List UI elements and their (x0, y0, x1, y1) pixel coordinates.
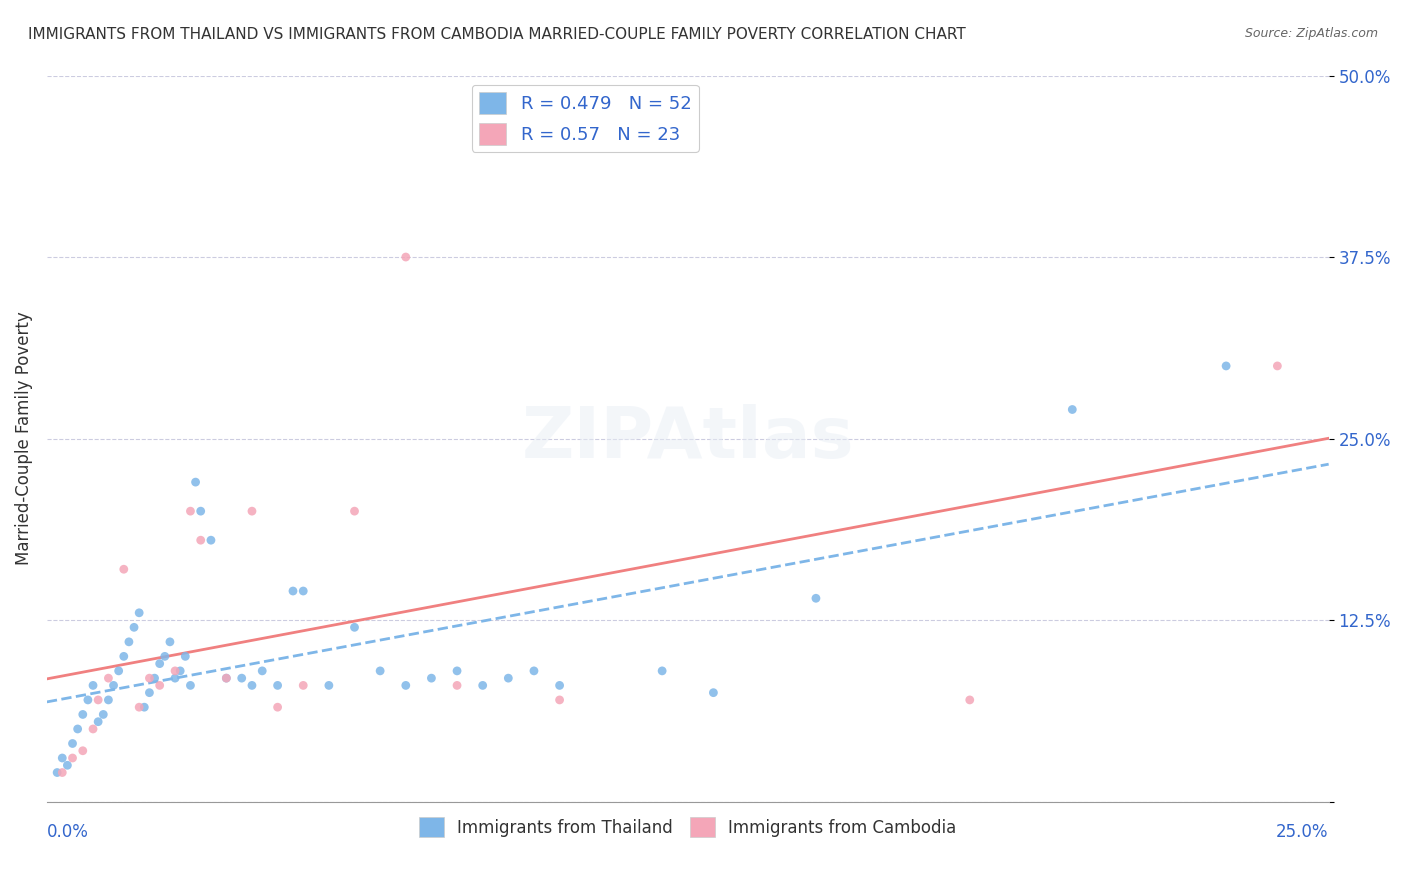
Point (179, 678, 201, 692)
Text: Source: ZipAtlas.com: Source: ZipAtlas.com (1244, 27, 1378, 40)
Point (471, 678, 494, 692)
Point (1215, 359, 1237, 373)
Point (651, 664, 673, 678)
Point (159, 635, 181, 649)
Point (118, 635, 141, 649)
Point (523, 664, 546, 678)
Point (112, 562, 135, 576)
Point (138, 686, 160, 700)
Point (395, 678, 418, 692)
Point (702, 686, 724, 700)
Point (446, 678, 468, 692)
Point (804, 591, 827, 606)
Point (368, 664, 391, 678)
Point (548, 693, 571, 707)
Point (190, 533, 212, 548)
Point (169, 664, 191, 678)
Point (122, 620, 145, 634)
Point (87, 714, 110, 729)
Point (66, 722, 89, 736)
Point (266, 678, 288, 692)
Point (200, 533, 222, 548)
Point (215, 671, 238, 685)
Point (138, 671, 160, 685)
Point (292, 584, 315, 599)
Point (1062, 402, 1084, 417)
Point (82, 722, 104, 736)
Point (143, 671, 166, 685)
Point (107, 664, 129, 678)
Point (190, 504, 212, 518)
Point (153, 649, 176, 664)
Point (134, 700, 156, 714)
Point (87, 693, 110, 707)
Text: 25.0%: 25.0% (1277, 823, 1329, 841)
Point (91, 707, 114, 722)
Point (62, 737, 84, 751)
Point (446, 664, 468, 678)
Point (548, 678, 571, 692)
Point (266, 700, 288, 714)
Point (498, 671, 520, 685)
Point (240, 504, 263, 518)
Point (72, 707, 94, 722)
Point (240, 678, 263, 692)
Point (62, 751, 84, 765)
Point (343, 504, 366, 518)
Point (174, 649, 197, 664)
Point (128, 606, 150, 620)
Point (959, 693, 981, 707)
Point (46, 765, 69, 780)
Point (395, 250, 418, 264)
Point (292, 678, 315, 692)
Point (252, 664, 274, 678)
Point (51, 751, 73, 765)
Point (1267, 359, 1289, 373)
Point (165, 671, 187, 685)
Legend: Immigrants from Thailand, Immigrants from Cambodia: Immigrants from Thailand, Immigrants fro… (412, 811, 963, 844)
Point (97, 693, 120, 707)
Point (149, 657, 172, 671)
Text: ZIPAtlas: ZIPAtlas (522, 404, 853, 473)
Text: 0.0%: 0.0% (46, 823, 89, 841)
Point (56, 758, 79, 772)
Point (215, 671, 238, 685)
Point (231, 671, 253, 685)
Point (184, 475, 207, 489)
Point (420, 671, 443, 685)
Point (165, 664, 187, 678)
Y-axis label: Married-Couple Family Poverty: Married-Couple Family Poverty (15, 311, 32, 566)
Point (97, 671, 120, 685)
Point (72, 744, 94, 758)
Point (318, 678, 340, 692)
Point (281, 584, 304, 599)
Point (51, 765, 73, 780)
Point (112, 649, 135, 664)
Point (128, 700, 150, 714)
Point (82, 678, 104, 692)
Point (77, 693, 100, 707)
Point (343, 620, 366, 634)
Text: IMMIGRANTS FROM THAILAND VS IMMIGRANTS FROM CAMBODIA MARRIED-COUPLE FAMILY POVER: IMMIGRANTS FROM THAILAND VS IMMIGRANTS F… (28, 27, 966, 42)
Point (103, 678, 125, 692)
Point (179, 504, 201, 518)
Point (149, 678, 172, 692)
